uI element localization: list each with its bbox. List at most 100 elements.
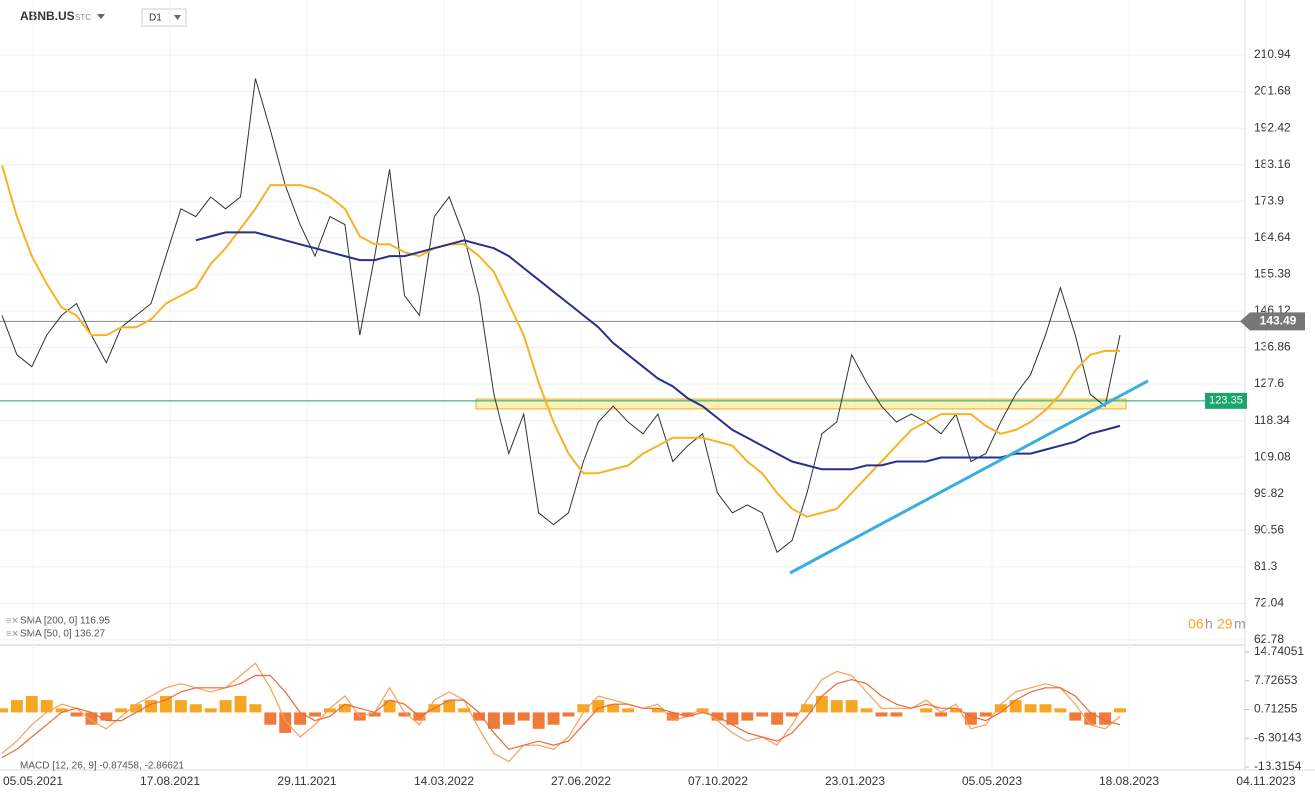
macd-bar [443, 700, 456, 713]
x-tick-label: 07.10.2022 [688, 774, 748, 788]
support-zone [475, 398, 1127, 410]
x-tick-label: 14.03.2022 [414, 774, 474, 788]
macd-bar [368, 712, 381, 717]
macd-bar [0, 708, 8, 713]
symbol[interactable]: ABNB.US [20, 9, 75, 23]
macd-bar [830, 700, 843, 713]
macd-bar [800, 704, 813, 713]
macd-bar [651, 708, 664, 713]
legend-icon: ≡✕ [6, 628, 19, 638]
macd-bar [1114, 708, 1126, 713]
x-tick-label: 29.11.2021 [277, 774, 336, 788]
x-tick-label: 05.05.2021 [3, 774, 63, 788]
macd-bar [160, 696, 172, 713]
macd-bar [323, 708, 336, 713]
macd-bar [309, 712, 322, 717]
macd-bar [726, 712, 739, 725]
legend-icon: ≡✕ [6, 615, 19, 625]
y-tick-label: 72.04 [1254, 596, 1284, 610]
macd-y-tick-label: 14.74051 [1254, 644, 1304, 658]
interval-select[interactable] [141, 8, 187, 27]
macd-bar [756, 712, 769, 717]
macd-bar [1009, 700, 1022, 713]
timer-part: h [1205, 616, 1213, 632]
sma-line [1, 165, 1120, 518]
macd-bar [1054, 708, 1067, 713]
macd-bar [130, 704, 143, 713]
macd-bar [607, 704, 620, 713]
macd-bar [100, 712, 113, 721]
macd-bar [577, 704, 590, 713]
macd-bar [1039, 704, 1052, 713]
x-tick-label: 27.06.2022 [551, 774, 611, 788]
macd-signal [1, 674, 1121, 759]
macd-bar [502, 712, 515, 725]
trendline [789, 379, 1149, 575]
y-tick-label: 127.6 [1254, 376, 1284, 390]
y-tick-label: 155.38 [1254, 267, 1291, 281]
macd-bar [1024, 704, 1037, 713]
y-tick-label: 192.42 [1254, 120, 1291, 134]
level-label: 123.35 [1209, 395, 1243, 407]
price-line [1, 78, 1121, 554]
macd-bar [666, 712, 679, 721]
macd-bar [994, 704, 1007, 713]
dropdown-arrow[interactable] [174, 15, 181, 20]
macd-bar [115, 708, 128, 713]
legend-entry: SMA [50, 0] 136.27 [20, 629, 105, 640]
symbol-tag: STC [75, 13, 91, 22]
macd-bar [950, 708, 962, 713]
x-tick-label: 04.11.2023 [1236, 774, 1295, 788]
y-tick-label: 109.08 [1254, 449, 1291, 463]
macd-bar [264, 712, 277, 725]
macd-bar [85, 712, 98, 725]
macd-bar [219, 700, 232, 713]
macd-bar [458, 708, 471, 713]
x-tick-label: 18.08.2023 [1099, 774, 1159, 788]
macd-bar [786, 712, 799, 717]
last-price-label: 143.49 [1260, 313, 1297, 327]
macd-bar [592, 700, 605, 713]
macd-bar [875, 712, 888, 717]
y-tick-label: 210.94 [1254, 47, 1291, 61]
macd-bar [1099, 712, 1112, 725]
macd-bar [547, 712, 560, 725]
macd-bar [487, 712, 500, 729]
macd-bar [532, 712, 545, 729]
macd-y-tick-label: -13.3154 [1254, 759, 1302, 773]
macd-bar [398, 712, 411, 717]
legend: SMA [200, 0] 116.95≡✕SMA [50, 0] 136.27≡… [6, 615, 110, 639]
macd-y-tick-label: 0.71255 [1254, 702, 1298, 716]
macd-bar [10, 700, 23, 713]
x-tick-label: 17.08.2021 [140, 774, 200, 788]
macd-bar [294, 712, 307, 725]
macd-bar [860, 708, 873, 713]
macd-bar [204, 708, 217, 713]
interval[interactable]: D1 [149, 13, 162, 24]
macd-bar [279, 712, 292, 733]
y-tick-label: 136.86 [1254, 340, 1291, 354]
macd-bar [935, 712, 948, 717]
macd-bar [771, 712, 784, 725]
macd-bar [1069, 712, 1082, 721]
macd-bar [741, 712, 754, 721]
macd-bar [890, 712, 903, 717]
timer-part: 06 [1188, 616, 1204, 632]
macd-bar [622, 708, 635, 713]
macd-bar [40, 700, 53, 713]
macd-bar [964, 712, 977, 725]
dropdown-arrow[interactable] [97, 14, 105, 19]
y-tick-label: 164.64 [1254, 230, 1291, 244]
sma-line [195, 231, 1121, 471]
macd-bar [25, 696, 38, 713]
macd-bar [249, 704, 262, 713]
macd-bar [189, 704, 202, 713]
macd-bar [681, 712, 694, 717]
y-tick-label: 118.34 [1254, 413, 1290, 427]
macd-bar [473, 712, 485, 721]
y-tick-label: 183.16 [1254, 157, 1291, 171]
macd-bar [55, 708, 68, 713]
y-tick-label: 90.56 [1254, 522, 1284, 536]
y-tick-label: 201.68 [1254, 84, 1291, 98]
